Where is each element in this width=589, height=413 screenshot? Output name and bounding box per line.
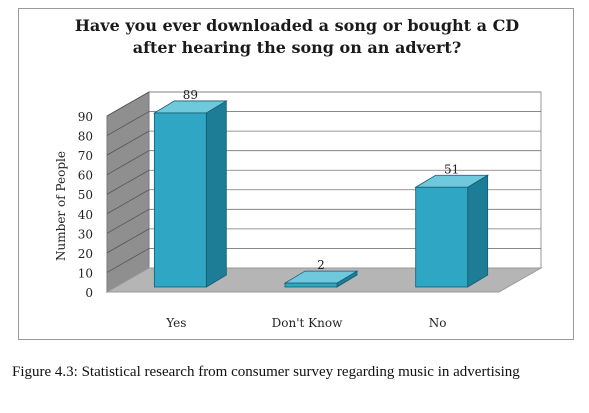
y-tick-label: 50 (78, 188, 93, 202)
bar (415, 186, 469, 288)
plot-side-wall (106, 91, 150, 293)
chart-title-line-1: Have you ever downloaded a song or bough… (74, 16, 520, 35)
y-tick-label: 30 (78, 227, 93, 241)
gridline-side (106, 91, 150, 117)
data-label: 51 (444, 162, 459, 176)
chart-title: Have you ever downloaded a song or bough… (19, 15, 575, 59)
gridline-side (106, 189, 150, 215)
bar-chart: 0 10 20 30 40 50 60 70 80 90 Number of People 89 Yes… (54, 88, 543, 330)
gridline-side (106, 150, 150, 176)
chart-frame: Have you ever downloaded a song or bough… (18, 8, 574, 340)
data-label: 2 (317, 258, 325, 272)
y-tick-label: 40 (78, 208, 93, 222)
bar (284, 282, 338, 288)
y-tick-label: 10 (78, 266, 93, 280)
x-tick-label: Don't Know (272, 316, 343, 330)
bar-side (467, 174, 489, 288)
y-tick-label: 90 (78, 110, 93, 124)
chart-title-line-2: after hearing the song on an advert? (132, 38, 462, 57)
y-axis-label: Number of People (54, 151, 68, 261)
gridline-side (106, 208, 150, 234)
gridline-side (106, 130, 150, 156)
data-label: 89 (183, 88, 198, 102)
gridline-side (106, 248, 150, 273)
y-tick-label: 80 (78, 130, 93, 144)
x-tick-label: Yes (165, 316, 186, 330)
x-tick-label: No (429, 316, 447, 330)
y-tick-label: 0 (85, 286, 93, 300)
bar (153, 112, 207, 288)
y-tick-label: 60 (78, 169, 93, 183)
figure-caption: Figure 4.3: Statistical research from co… (12, 364, 520, 380)
y-tick-label: 70 (78, 149, 93, 163)
gridline-side (106, 169, 150, 195)
gridline-side (106, 228, 150, 254)
y-tick-label: 20 (78, 247, 93, 261)
bar-side (205, 100, 227, 288)
gridline-side (106, 111, 150, 136)
